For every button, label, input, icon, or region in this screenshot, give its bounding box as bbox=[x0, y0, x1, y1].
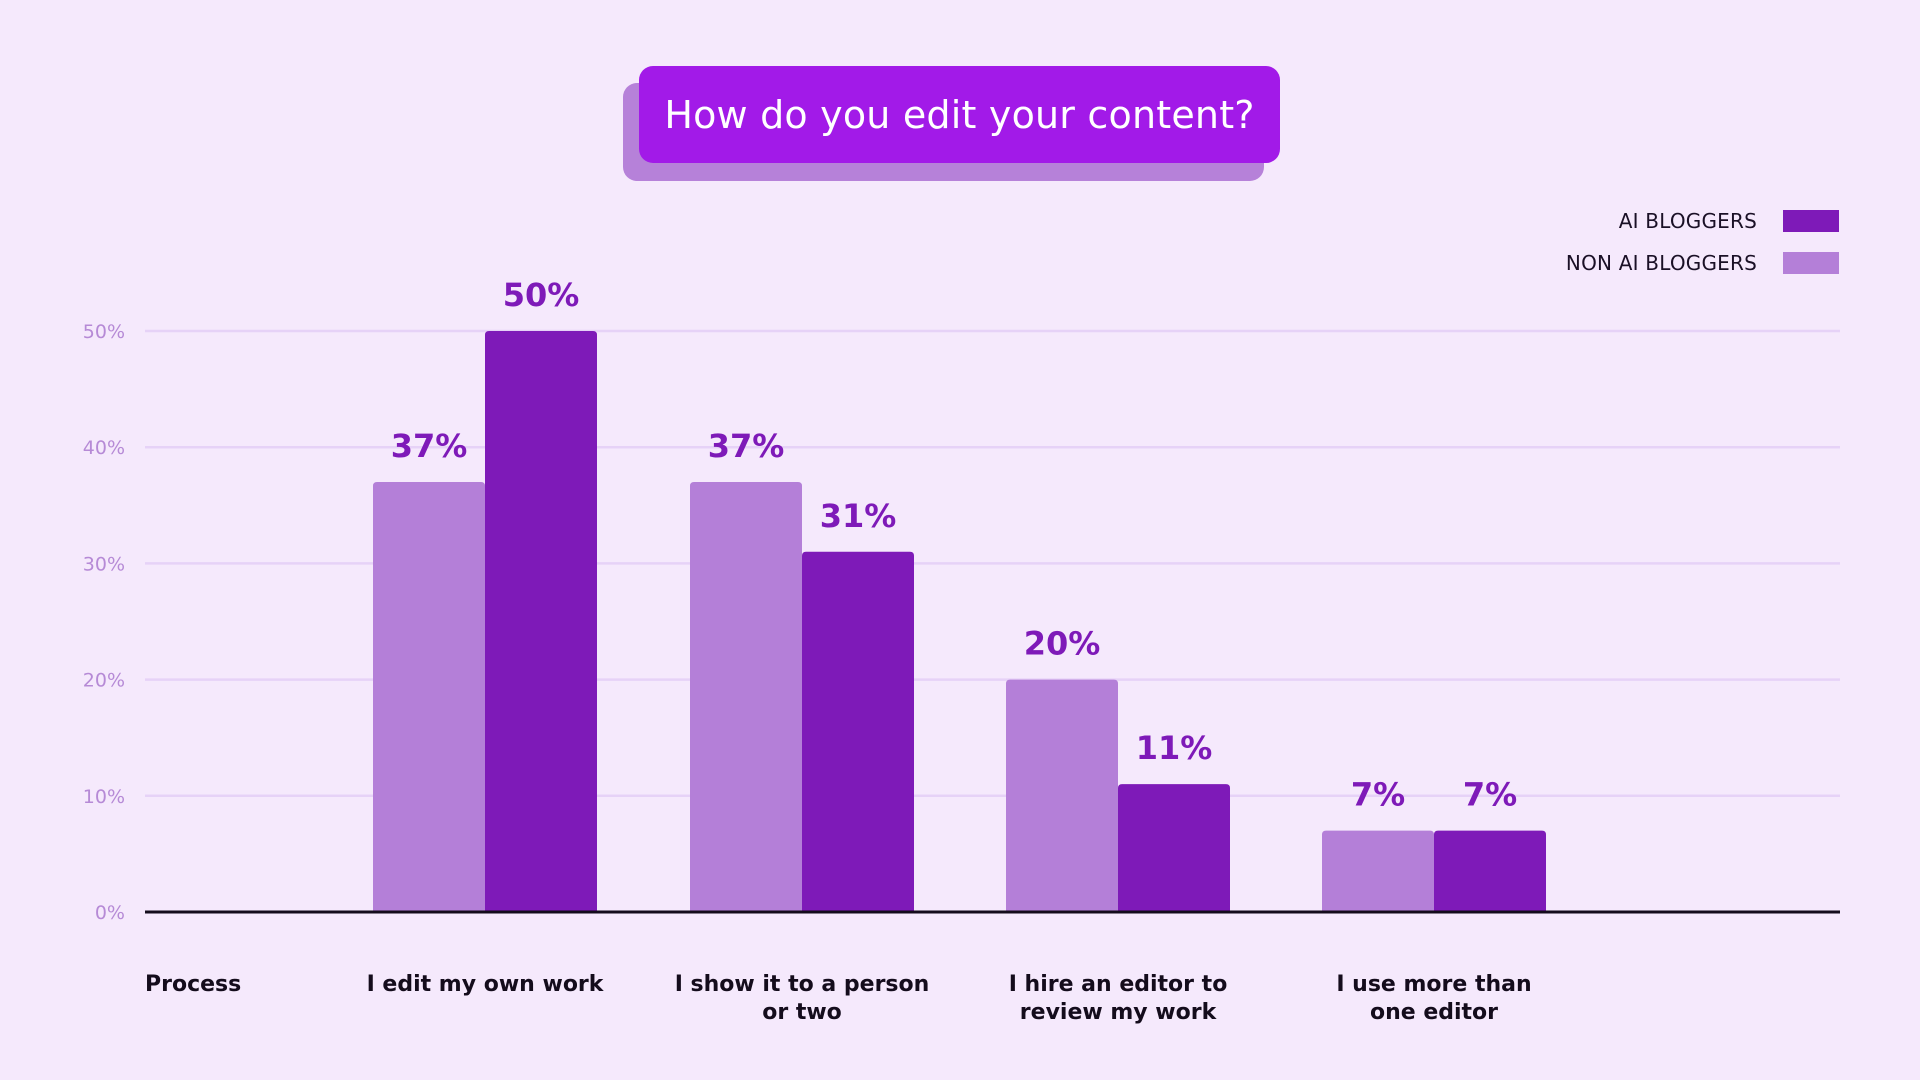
legend-swatch-non-ai-bloggers bbox=[1783, 252, 1839, 274]
chart-title: How do you edit your content? bbox=[639, 66, 1280, 163]
data-label: 20% bbox=[1024, 625, 1101, 663]
data-label: 7% bbox=[1351, 776, 1405, 814]
y-tick-label: 0% bbox=[95, 902, 125, 924]
x-tick-label: I show it to a person bbox=[675, 972, 930, 997]
bar bbox=[1434, 830, 1546, 912]
data-label: 11% bbox=[1136, 729, 1213, 767]
legend-label-non-ai-bloggers: NON AI BLOGGERS bbox=[1565, 251, 1757, 275]
chart-title-banner: How do you edit your content? bbox=[623, 66, 1280, 181]
y-tick-label: 50% bbox=[83, 321, 125, 343]
x-tick-label: I hire an editor to bbox=[1009, 972, 1228, 997]
bar bbox=[1006, 679, 1118, 912]
legend-swatch-ai-bloggers bbox=[1783, 210, 1839, 232]
y-tick-label: 20% bbox=[83, 670, 125, 692]
bar bbox=[802, 551, 914, 912]
x-tick-label: I use more than bbox=[1336, 972, 1531, 997]
bar bbox=[373, 482, 485, 912]
bar bbox=[690, 482, 802, 912]
data-label: 50% bbox=[503, 276, 580, 314]
y-tick-label: 30% bbox=[83, 553, 125, 575]
y-tick-label: 40% bbox=[83, 437, 125, 459]
x-tick-label: or two bbox=[762, 1000, 842, 1025]
bar bbox=[1118, 784, 1230, 912]
data-label: 31% bbox=[820, 497, 897, 535]
legend-label-ai-bloggers: AI BLOGGERS bbox=[1618, 209, 1757, 233]
x-axis-label: Process bbox=[145, 972, 241, 997]
data-label: 37% bbox=[708, 427, 785, 465]
x-tick-label: one editor bbox=[1370, 1000, 1498, 1025]
y-tick-label: 10% bbox=[83, 786, 125, 808]
legend: AI BLOGGERS NON AI BLOGGERS bbox=[1566, 208, 1839, 292]
data-label: 7% bbox=[1463, 776, 1517, 814]
x-tick-label: I edit my own work bbox=[367, 972, 605, 997]
bar bbox=[485, 331, 597, 912]
legend-item-non-ai-bloggers: NON AI BLOGGERS bbox=[1566, 250, 1839, 276]
data-label: 37% bbox=[391, 427, 468, 465]
legend-item-ai-bloggers: AI BLOGGERS bbox=[1566, 208, 1839, 234]
x-tick-label: review my work bbox=[1020, 1000, 1218, 1025]
bar bbox=[1322, 830, 1434, 912]
